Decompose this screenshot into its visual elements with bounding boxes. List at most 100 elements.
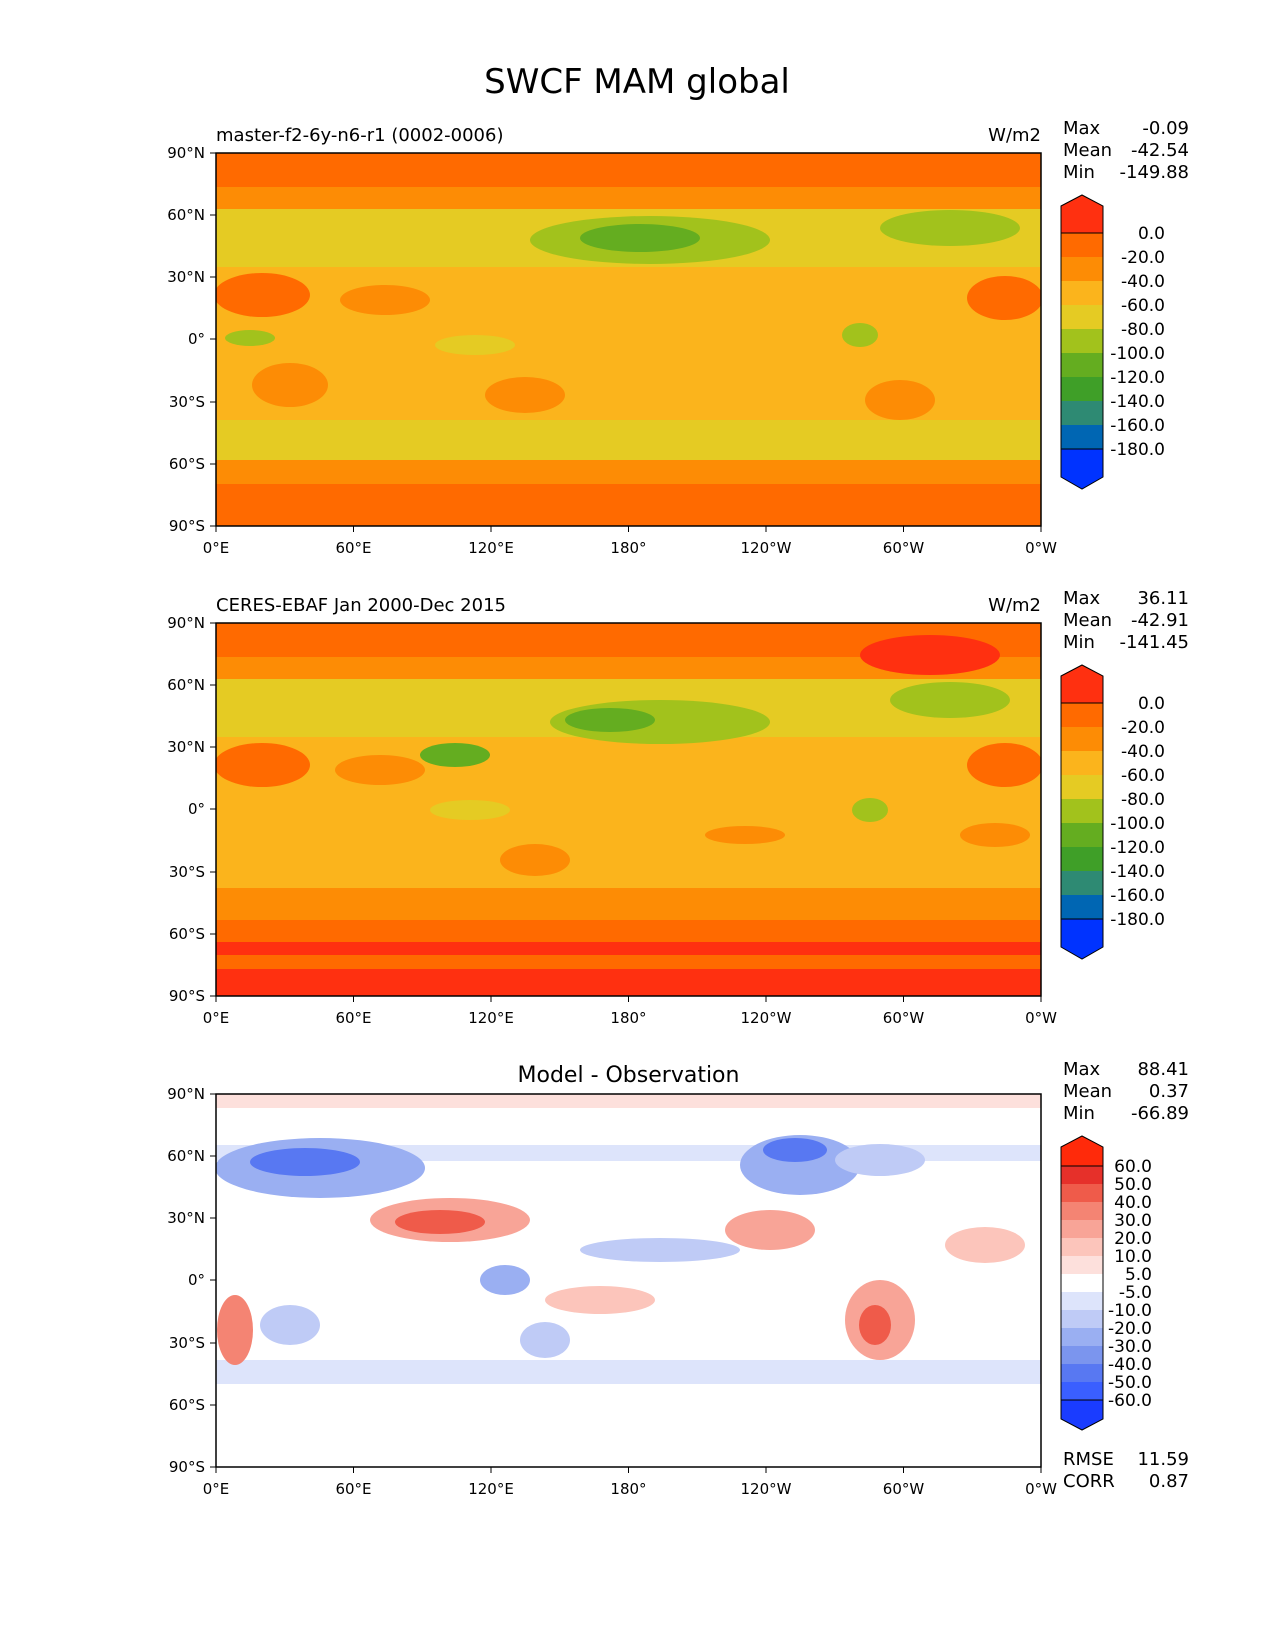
colorbar-segment xyxy=(1061,1256,1103,1274)
colorbar-label: -30.0 xyxy=(1108,1337,1152,1357)
lat-tick-label: 90°N xyxy=(167,1085,205,1103)
lat-tick-label: 90°N xyxy=(167,144,205,162)
colorbar-label: -140.0 xyxy=(1110,862,1165,882)
panel-units: W/m2 xyxy=(988,595,1041,616)
lon-tick-label: 120°E xyxy=(468,1480,514,1498)
stats-box: Max 88.41 Mean 0.37 Min -66.89 xyxy=(1063,1059,1189,1124)
lon-tick-label: 0°W xyxy=(1025,539,1057,557)
lon-tick-label: 180° xyxy=(610,1009,646,1027)
lon-axis: 0°E 60°E 120°E 180° 120°W 60°W 0°W xyxy=(203,996,1057,1027)
lat-tick-label: 60°N xyxy=(167,206,205,224)
lat-tick-label: 0° xyxy=(188,800,205,818)
lat-tick-label: 90°S xyxy=(169,1458,205,1476)
lat-tick-label: 90°S xyxy=(169,517,205,535)
lat-tick-label: 90°N xyxy=(167,614,205,632)
colorbar-label: -120.0 xyxy=(1110,368,1165,388)
stat-value: 11.59 xyxy=(1137,1449,1189,1470)
lon-tick-label: 60°W xyxy=(883,539,925,557)
colorbar-label: 60.0 xyxy=(1114,1157,1152,1177)
stat-label: Max xyxy=(1063,1059,1101,1080)
colorbar-segment xyxy=(1061,305,1103,329)
stat-label: Min xyxy=(1063,632,1095,653)
colorbar-label: -160.0 xyxy=(1110,416,1165,436)
lat-axis: 90°N 60°N 30°N 0° 30°S 60°S 90°S xyxy=(167,614,216,1005)
colorbar-label: -20.0 xyxy=(1121,248,1165,268)
colorbar-segment xyxy=(1061,1364,1103,1382)
colorbar-label: 30.0 xyxy=(1114,1211,1152,1231)
colorbar: 0.0 -20.0 -40.0 -60.0 -80.0 -100.0 -120.… xyxy=(1060,194,1165,490)
colorbar-segment xyxy=(1061,727,1103,751)
stat-label: Max xyxy=(1063,588,1101,609)
lat-tick-label: 0° xyxy=(188,330,205,348)
colorbar-label: 0.0 xyxy=(1138,224,1165,244)
stat-label: Min xyxy=(1063,162,1095,183)
stat-value: 36.11 xyxy=(1137,588,1189,609)
colorbar-segment xyxy=(1061,895,1103,919)
colorbar-label: -20.0 xyxy=(1121,718,1165,738)
lon-tick-label: 0°W xyxy=(1025,1480,1057,1498)
colorbar-segment xyxy=(1061,823,1103,847)
colorbar-segment xyxy=(1061,353,1103,377)
colorbar-segment xyxy=(1061,329,1103,353)
colorbar-segment xyxy=(1061,1292,1103,1310)
stat-value: -42.54 xyxy=(1131,140,1189,161)
colorbar-segment xyxy=(1061,1310,1103,1328)
lat-tick-label: 60°S xyxy=(169,455,205,473)
colorbar-top-extend xyxy=(1060,194,1104,234)
colorbar-label: 10.0 xyxy=(1114,1247,1152,1267)
lon-axis: 0°E 60°E 120°E 180° 120°W 60°W 0°W xyxy=(203,1467,1057,1498)
lon-tick-label: 120°W xyxy=(741,539,792,557)
lat-tick-label: 30°N xyxy=(167,268,205,286)
colorbar-label: -100.0 xyxy=(1110,814,1165,834)
colorbar-label: 40.0 xyxy=(1114,1193,1152,1213)
lon-tick-label: 120°W xyxy=(741,1480,792,1498)
colorbar-label: -40.0 xyxy=(1121,742,1165,762)
colorbar: 60.0 50.0 40.0 30.0 20.0 10.0 5.0 -5.0 -… xyxy=(1060,1135,1152,1431)
colorbar-label: -40.0 xyxy=(1108,1355,1152,1375)
colorbar-segment xyxy=(1061,751,1103,775)
lon-tick-label: 60°E xyxy=(335,1480,371,1498)
colorbar-label: -180.0 xyxy=(1110,910,1165,930)
panel-left-title: master-f2-6y-n6-r1 (0002-0006) xyxy=(216,125,503,146)
colorbar-label: -60.0 xyxy=(1121,296,1165,316)
colorbar-segment xyxy=(1061,847,1103,871)
lat-tick-label: 90°S xyxy=(169,987,205,1005)
lon-tick-label: 120°W xyxy=(741,1009,792,1027)
colorbar-label: -60.0 xyxy=(1121,766,1165,786)
colorbar-label: -160.0 xyxy=(1110,886,1165,906)
lat-tick-label: 30°N xyxy=(167,738,205,756)
panel-units: W/m2 xyxy=(988,125,1041,146)
error-stats: RMSE 11.59 CORR 0.87 xyxy=(1063,1449,1189,1492)
stat-label: Mean xyxy=(1063,140,1112,161)
colorbar-segment xyxy=(1061,871,1103,895)
colorbar-segment xyxy=(1061,1382,1103,1400)
colorbar-segment xyxy=(1061,1346,1103,1364)
stat-label: Mean xyxy=(1063,610,1112,631)
colorbar-label: -5.0 xyxy=(1119,1283,1152,1303)
colorbar: 0.0 -20.0 -40.0 -60.0 -80.0 -100.0 -120.… xyxy=(1060,664,1165,960)
lat-tick-label: 30°S xyxy=(169,393,205,411)
colorbar-segment xyxy=(1061,1238,1103,1256)
colorbar-label: -120.0 xyxy=(1110,838,1165,858)
colorbar-bottom-extend xyxy=(1060,448,1104,490)
lon-tick-label: 0°E xyxy=(203,539,230,557)
panel-left-title: CERES-EBAF Jan 2000-Dec 2015 xyxy=(216,595,506,616)
lat-tick-label: 30°S xyxy=(169,863,205,881)
lon-tick-label: 60°E xyxy=(335,539,371,557)
panel-observation: CERES-EBAF Jan 2000-Dec 2015 W/m2 xyxy=(167,588,1189,1027)
lon-tick-label: 0°E xyxy=(203,1480,230,1498)
colorbar-label: -40.0 xyxy=(1121,272,1165,292)
colorbar-segment xyxy=(1061,799,1103,823)
panel-model: master-f2-6y-n6-r1 (0002-0006) W/m2 xyxy=(167,118,1189,557)
colorbar-bottom-extend xyxy=(1060,1399,1104,1431)
panel-center-title: Model - Observation xyxy=(518,1063,740,1088)
lat-tick-label: 0° xyxy=(188,1271,205,1289)
colorbar-segment xyxy=(1061,233,1103,257)
figure-title: SWCF MAM global xyxy=(484,62,790,102)
colorbar-label: -80.0 xyxy=(1121,320,1165,340)
lon-tick-label: 60°E xyxy=(335,1009,371,1027)
stat-value: 0.37 xyxy=(1149,1081,1189,1102)
lon-tick-label: 60°W xyxy=(883,1009,925,1027)
colorbar-label: 50.0 xyxy=(1114,1175,1152,1195)
lat-tick-label: 60°N xyxy=(167,676,205,694)
